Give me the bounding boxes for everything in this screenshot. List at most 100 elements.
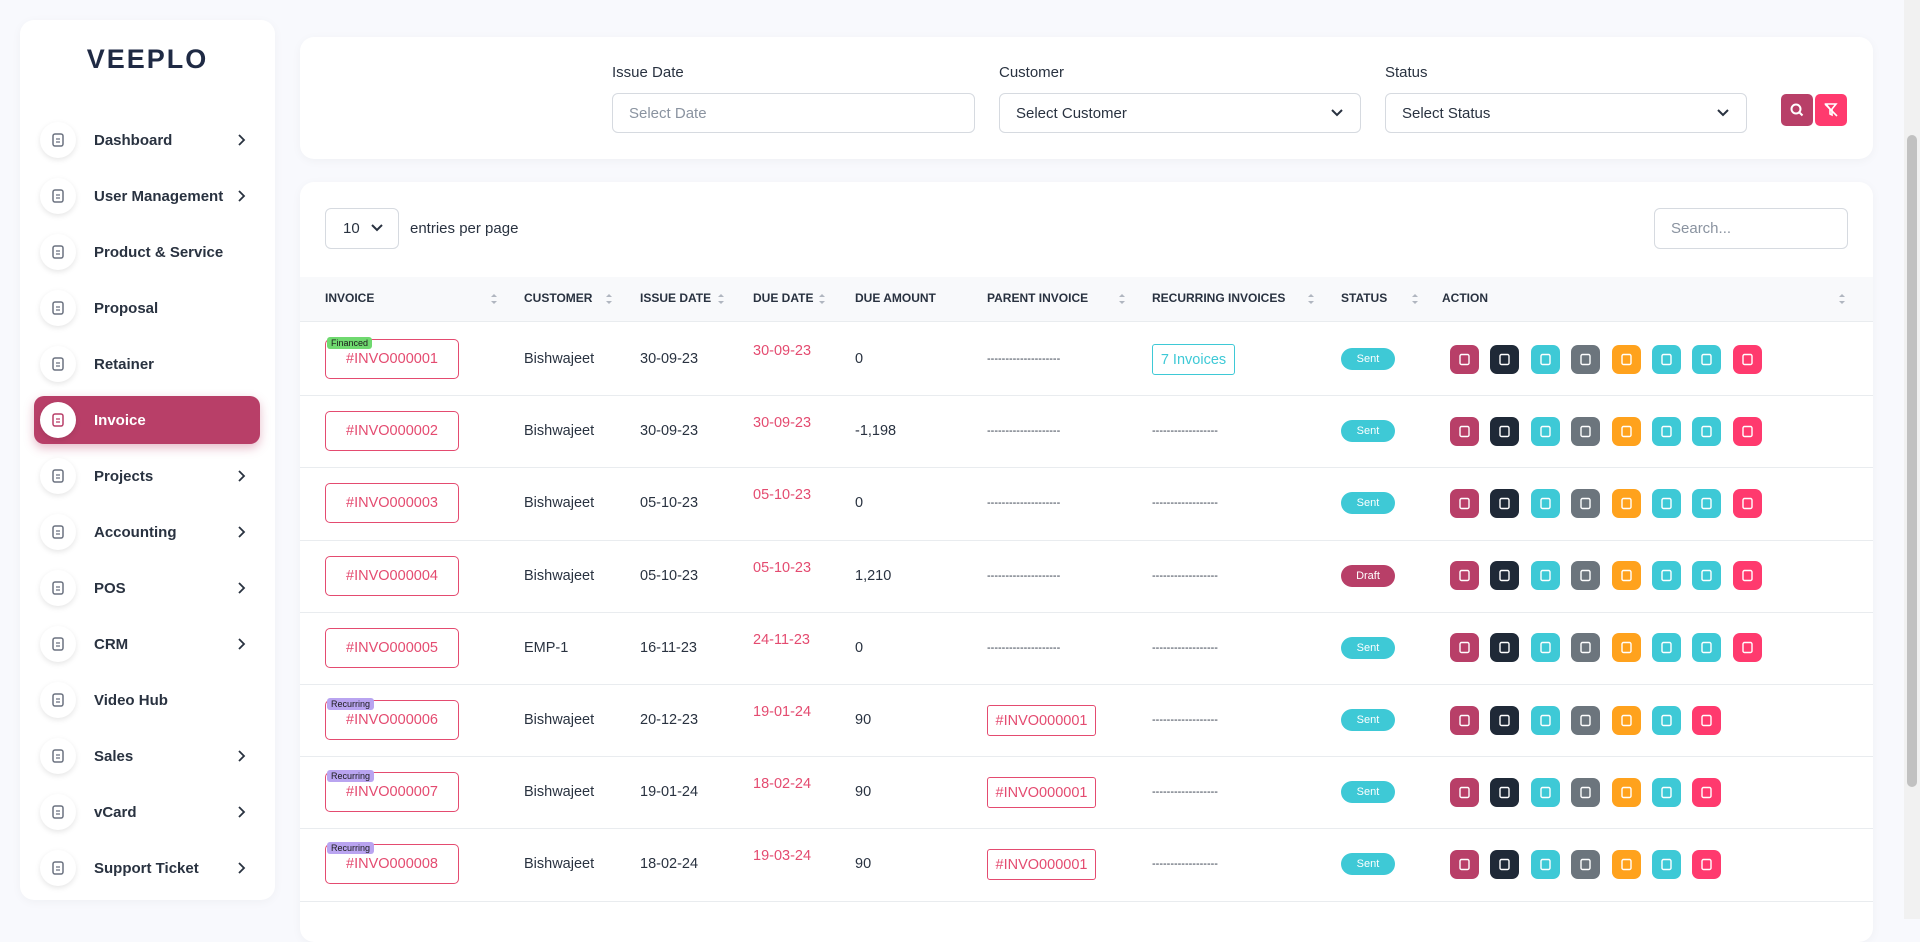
menu-item[interactable]: Support Ticket xyxy=(34,844,260,892)
action-button[interactable] xyxy=(1571,777,1601,807)
invoice-link[interactable]: #INVO000006 xyxy=(325,700,459,740)
invoice-link[interactable]: #INVO000007 xyxy=(325,772,459,813)
column-header[interactable]: ISSUE DATE xyxy=(640,291,712,305)
action-button[interactable] xyxy=(1571,488,1601,518)
action-button[interactable] xyxy=(1611,488,1641,518)
action-button[interactable] xyxy=(1692,633,1722,663)
sort-icon[interactable] xyxy=(1307,292,1315,311)
action-button[interactable] xyxy=(1530,633,1560,663)
action-button[interactable] xyxy=(1490,849,1520,879)
menu-item[interactable]: User Management xyxy=(34,172,260,220)
action-button[interactable] xyxy=(1571,344,1601,374)
action-button[interactable] xyxy=(1490,777,1520,807)
action-button[interactable] xyxy=(1611,777,1641,807)
customer-select[interactable]: Select Customer xyxy=(999,93,1361,133)
column-header[interactable]: DUE AMOUNT xyxy=(855,291,936,305)
action-button[interactable] xyxy=(1450,416,1479,446)
action-button[interactable] xyxy=(1652,849,1681,879)
sort-icon[interactable] xyxy=(1411,292,1419,311)
action-button[interactable] xyxy=(1692,705,1722,735)
parent-invoice[interactable]: #INVO000001 xyxy=(987,705,1096,736)
menu-item[interactable]: Retainer xyxy=(34,340,260,388)
menu-item[interactable]: Invoice xyxy=(34,396,260,444)
menu-item[interactable]: vCard xyxy=(34,788,260,836)
action-button[interactable] xyxy=(1692,416,1722,446)
date-input[interactable]: Select Date xyxy=(612,93,975,133)
action-button[interactable] xyxy=(1692,488,1722,518)
menu-item[interactable]: Projects xyxy=(34,452,260,500)
action-button[interactable] xyxy=(1611,705,1641,735)
action-button[interactable] xyxy=(1490,705,1520,735)
invoice-link[interactable]: #INVO000005 xyxy=(325,627,459,668)
parent-invoice[interactable]: #INVO000001 xyxy=(987,849,1096,881)
reset-button[interactable] xyxy=(1815,94,1847,126)
menu-item[interactable]: Sales xyxy=(34,732,260,780)
action-button[interactable] xyxy=(1450,344,1479,374)
action-button[interactable] xyxy=(1732,561,1762,591)
entries-select[interactable]: 10 xyxy=(325,208,399,249)
action-button[interactable] xyxy=(1490,633,1520,663)
action-button[interactable] xyxy=(1450,633,1479,663)
menu-item[interactable]: CRM xyxy=(34,620,260,668)
column-header[interactable]: INVOICE xyxy=(325,291,375,305)
action-button[interactable] xyxy=(1732,416,1762,446)
action-button[interactable] xyxy=(1732,344,1762,374)
action-button[interactable] xyxy=(1692,777,1722,807)
sort-icon[interactable] xyxy=(1118,292,1126,311)
sort-icon[interactable] xyxy=(490,292,498,311)
sort-icon[interactable] xyxy=(605,292,613,311)
action-button[interactable] xyxy=(1611,344,1641,374)
action-button[interactable] xyxy=(1450,849,1479,879)
action-button[interactable] xyxy=(1571,561,1601,591)
action-button[interactable] xyxy=(1571,705,1601,735)
sort-icon[interactable] xyxy=(1838,292,1846,311)
action-button[interactable] xyxy=(1611,561,1641,591)
action-button[interactable] xyxy=(1530,777,1560,807)
sort-icon[interactable] xyxy=(717,292,725,311)
menu-item[interactable]: Product & Service xyxy=(34,228,260,276)
column-header[interactable]: RECURRING INVOICES xyxy=(1152,291,1286,305)
menu-item[interactable]: Accounting xyxy=(34,508,260,556)
action-button[interactable] xyxy=(1490,561,1520,591)
status-select[interactable]: Select Status xyxy=(1385,93,1747,133)
column-header[interactable]: CUSTOMER xyxy=(524,291,593,305)
column-header[interactable]: STATUS xyxy=(1341,291,1388,305)
action-button[interactable] xyxy=(1652,561,1681,591)
action-button[interactable] xyxy=(1450,561,1479,591)
action-button[interactable] xyxy=(1652,777,1681,807)
menu-item[interactable]: POS xyxy=(34,564,260,612)
action-button[interactable] xyxy=(1450,705,1479,735)
action-button[interactable] xyxy=(1652,416,1681,446)
action-button[interactable] xyxy=(1450,777,1479,807)
action-button[interactable] xyxy=(1490,488,1520,518)
action-button[interactable] xyxy=(1611,849,1641,879)
action-button[interactable] xyxy=(1530,705,1560,735)
column-header[interactable]: PARENT INVOICE xyxy=(987,291,1089,305)
search-input[interactable]: Search... xyxy=(1654,208,1848,249)
menu-item[interactable]: Proposal xyxy=(34,284,260,332)
action-button[interactable] xyxy=(1571,416,1601,446)
invoice-link[interactable]: #INVO000008 xyxy=(325,844,459,885)
action-button[interactable] xyxy=(1692,849,1722,879)
action-button[interactable] xyxy=(1732,488,1762,518)
search-button[interactable] xyxy=(1781,94,1813,126)
action-button[interactable] xyxy=(1732,633,1762,663)
action-button[interactable] xyxy=(1611,633,1641,663)
action-button[interactable] xyxy=(1530,416,1560,446)
invoice-link[interactable]: #INVO000001 xyxy=(325,339,459,379)
action-button[interactable] xyxy=(1652,488,1681,518)
column-header[interactable]: DUE DATE xyxy=(753,291,814,305)
invoice-link[interactable]: #INVO000002 xyxy=(325,411,459,452)
invoice-link[interactable]: #INVO000004 xyxy=(325,555,459,596)
action-button[interactable] xyxy=(1450,488,1479,518)
action-button[interactable] xyxy=(1530,561,1560,591)
scrollbar-thumb[interactable] xyxy=(1907,135,1917,787)
action-button[interactable] xyxy=(1530,344,1560,374)
invoice-link[interactable]: #INVO000003 xyxy=(325,483,459,524)
recurring-invoices[interactable]: 7 Invoices xyxy=(1152,344,1235,375)
column-header[interactable]: ACTION xyxy=(1442,291,1488,305)
action-button[interactable] xyxy=(1692,561,1722,591)
action-button[interactable] xyxy=(1652,633,1681,663)
action-button[interactable] xyxy=(1490,344,1520,374)
action-button[interactable] xyxy=(1490,416,1520,446)
